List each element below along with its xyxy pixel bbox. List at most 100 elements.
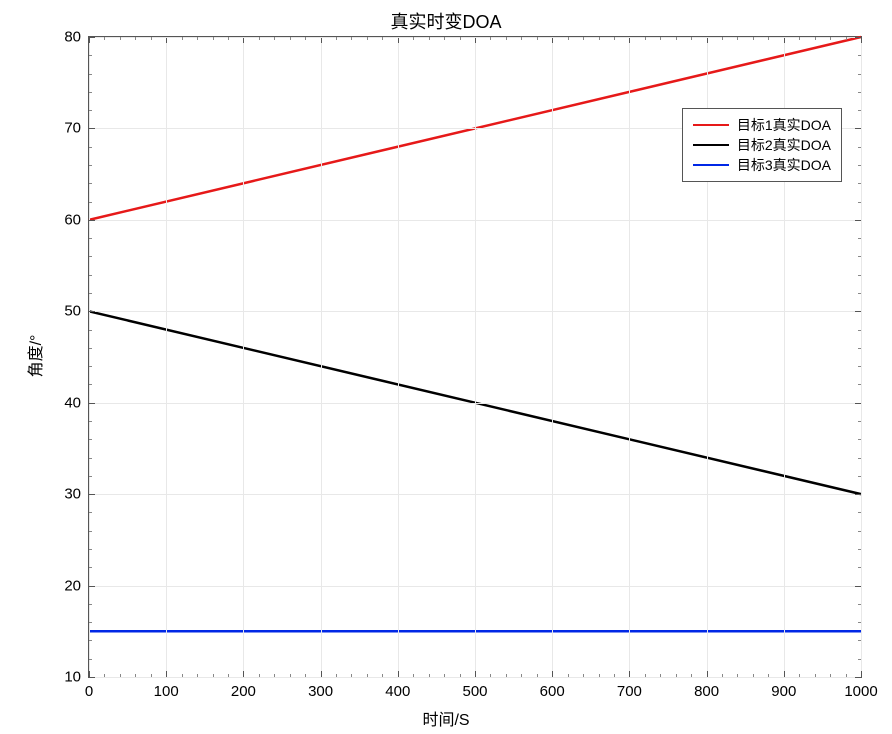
- xtick-label: 500: [462, 677, 487, 700]
- xminor-tick: [676, 37, 677, 40]
- yminor-tick: [858, 330, 861, 331]
- xminor-tick: [537, 674, 538, 677]
- xminor-tick: [815, 674, 816, 677]
- ytick-label: 50: [64, 303, 89, 320]
- xminor-tick: [305, 37, 306, 40]
- yminor-tick: [89, 55, 92, 56]
- ytick-label: 70: [64, 120, 89, 137]
- ytick-mark: [89, 311, 95, 312]
- yminor-tick: [89, 183, 92, 184]
- ytick-mark: [855, 311, 861, 312]
- yminor-tick: [858, 512, 861, 513]
- legend-label: 目标1真实DOA: [737, 115, 831, 135]
- xminor-tick: [521, 674, 522, 677]
- xtick-label: 300: [308, 677, 333, 700]
- xminor-tick: [444, 674, 445, 677]
- figure: 真实时变DOA 01002003004005006007008009001000…: [0, 0, 892, 734]
- yminor-tick: [89, 567, 92, 568]
- yminor-tick: [89, 238, 92, 239]
- xminor-tick: [182, 674, 183, 677]
- yminor-tick: [89, 330, 92, 331]
- xminor-tick: [568, 37, 569, 40]
- xminor-tick: [830, 674, 831, 677]
- legend-label: 目标3真实DOA: [737, 155, 831, 175]
- yminor-tick: [858, 366, 861, 367]
- ytick-mark: [855, 494, 861, 495]
- ytick-label: 60: [64, 211, 89, 228]
- gridline-h: [89, 220, 861, 221]
- ytick-label: 30: [64, 486, 89, 503]
- xminor-tick: [799, 674, 800, 677]
- yminor-tick: [858, 147, 861, 148]
- xminor-tick: [104, 37, 105, 40]
- ytick-mark: [855, 403, 861, 404]
- yminor-tick: [89, 348, 92, 349]
- yminor-tick: [858, 348, 861, 349]
- ytick-mark: [855, 37, 861, 38]
- xminor-tick: [676, 674, 677, 677]
- ytick-mark: [89, 586, 95, 587]
- yminor-tick: [89, 421, 92, 422]
- xminor-tick: [521, 37, 522, 40]
- xminor-tick: [367, 37, 368, 40]
- xminor-tick: [305, 674, 306, 677]
- yminor-tick: [858, 567, 861, 568]
- xminor-tick: [614, 674, 615, 677]
- gridline-v: [552, 37, 553, 677]
- xminor-tick: [768, 674, 769, 677]
- xminor-tick: [367, 674, 368, 677]
- ytick-label: 80: [64, 29, 89, 46]
- xminor-tick: [197, 674, 198, 677]
- yminor-tick: [858, 92, 861, 93]
- xminor-tick: [460, 37, 461, 40]
- gridline-v: [89, 37, 90, 677]
- yminor-tick: [89, 640, 92, 641]
- gridline-v: [243, 37, 244, 677]
- xminor-tick: [213, 674, 214, 677]
- xminor-tick: [120, 674, 121, 677]
- xminor-tick: [228, 37, 229, 40]
- gridline-h: [89, 403, 861, 404]
- xminor-tick: [444, 37, 445, 40]
- xminor-tick: [274, 674, 275, 677]
- legend-swatch: [693, 124, 729, 126]
- ytick-mark: [855, 586, 861, 587]
- xtick-label: 800: [694, 677, 719, 700]
- xminor-tick: [815, 37, 816, 40]
- xminor-tick: [583, 674, 584, 677]
- xminor-tick: [213, 37, 214, 40]
- yminor-tick: [858, 256, 861, 257]
- xminor-tick: [737, 37, 738, 40]
- yminor-tick: [89, 147, 92, 148]
- xminor-tick: [228, 674, 229, 677]
- xminor-tick: [846, 674, 847, 677]
- xminor-tick: [429, 37, 430, 40]
- xminor-tick: [846, 37, 847, 40]
- xtick-label: 1000: [844, 677, 877, 700]
- xminor-tick: [753, 37, 754, 40]
- yminor-tick: [89, 531, 92, 532]
- ytick-mark: [855, 677, 861, 678]
- yminor-tick: [89, 512, 92, 513]
- xminor-tick: [753, 674, 754, 677]
- gridline-v: [398, 37, 399, 677]
- yminor-tick: [858, 458, 861, 459]
- xtick-label: 200: [231, 677, 256, 700]
- yminor-tick: [858, 384, 861, 385]
- yminor-tick: [858, 110, 861, 111]
- y-axis-label: 角度/°: [22, 335, 46, 378]
- ytick-mark: [89, 403, 95, 404]
- xminor-tick: [460, 674, 461, 677]
- xminor-tick: [197, 37, 198, 40]
- x-axis-label: 时间/S: [0, 706, 892, 730]
- yminor-tick: [858, 531, 861, 532]
- ytick-label: 40: [64, 394, 89, 411]
- yminor-tick: [858, 238, 861, 239]
- xminor-tick: [645, 674, 646, 677]
- legend-item: 目标3真实DOA: [693, 155, 831, 175]
- xminor-tick: [614, 37, 615, 40]
- gridline-h: [89, 311, 861, 312]
- yminor-tick: [89, 293, 92, 294]
- xminor-tick: [182, 37, 183, 40]
- yminor-tick: [89, 74, 92, 75]
